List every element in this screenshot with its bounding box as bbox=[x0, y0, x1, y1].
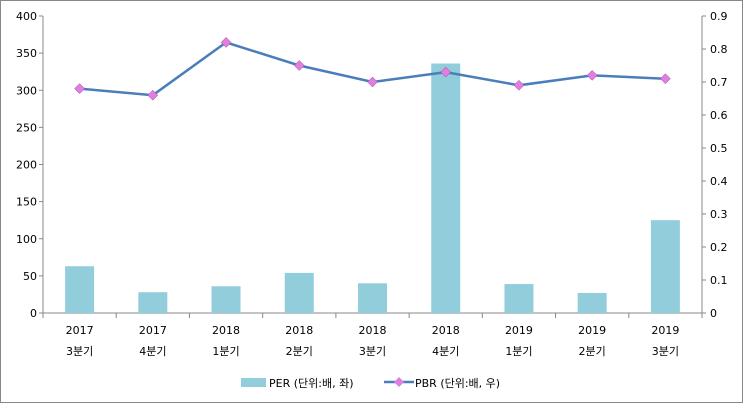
pbr-marker bbox=[586, 70, 598, 81]
per-bar bbox=[211, 286, 241, 313]
x-tick-label-quarter: 2분기 bbox=[579, 345, 606, 358]
right-tick-label: 0.9 bbox=[710, 10, 728, 23]
right-tick-label: 0.3 bbox=[710, 208, 728, 221]
right-tick-label: 0.1 bbox=[710, 274, 728, 287]
right-tick-label: 0.6 bbox=[710, 109, 728, 122]
x-tick-label-quarter: 3분기 bbox=[359, 345, 386, 358]
per-bar bbox=[650, 220, 680, 313]
right-tick-label: 0.2 bbox=[710, 241, 728, 254]
pbr-marker bbox=[513, 79, 525, 91]
per-bar bbox=[431, 63, 461, 313]
per-bar bbox=[358, 283, 387, 313]
pbr-marker bbox=[147, 89, 159, 101]
pbr-marker bbox=[220, 37, 232, 48]
x-tick-label-quarter: 1분기 bbox=[212, 345, 239, 358]
right-tick-label: 0.8 bbox=[710, 43, 728, 56]
left-tick-label: 150 bbox=[16, 196, 37, 209]
x-tick-label-year: 2018 bbox=[285, 324, 313, 337]
left-tick-label: 100 bbox=[16, 233, 37, 246]
left-tick-label: 300 bbox=[16, 84, 37, 97]
x-tick-label-year: 2019 bbox=[505, 324, 533, 337]
right-tick-label: 0.7 bbox=[710, 76, 728, 89]
x-tick-label-year: 2017 bbox=[66, 324, 94, 337]
right-tick-label: 0.4 bbox=[710, 175, 728, 188]
x-tick-label-year: 2018 bbox=[359, 324, 387, 337]
x-tick-label-quarter: 2분기 bbox=[286, 345, 313, 358]
per-bar bbox=[65, 266, 95, 313]
legend-pbr-label: PBR (단위:배, 우) bbox=[415, 377, 500, 390]
left-tick-label: 0 bbox=[30, 307, 37, 320]
legend-pbr-marker bbox=[394, 377, 404, 387]
x-tick-label-year: 2018 bbox=[212, 324, 240, 337]
per-bar bbox=[138, 292, 168, 313]
x-tick-label-year: 2018 bbox=[432, 324, 460, 337]
right-tick-label: 0 bbox=[710, 307, 717, 320]
right-tick-label: 0.5 bbox=[710, 142, 728, 155]
left-tick-label: 350 bbox=[16, 47, 37, 60]
per-bar bbox=[504, 284, 534, 313]
left-tick-label: 400 bbox=[16, 10, 37, 23]
left-tick-label: 50 bbox=[23, 270, 37, 283]
pbr-marker bbox=[660, 73, 671, 85]
x-tick-label-quarter: 4분기 bbox=[139, 345, 166, 358]
x-tick-label-year: 2019 bbox=[578, 324, 606, 337]
left-tick-label: 250 bbox=[16, 121, 37, 134]
x-tick-label-year: 2019 bbox=[651, 324, 679, 337]
pbr-marker bbox=[440, 66, 452, 78]
x-tick-label-quarter: 3분기 bbox=[652, 345, 679, 358]
per-bar bbox=[284, 272, 314, 313]
pbr-marker bbox=[293, 60, 305, 71]
legend-per-swatch bbox=[241, 378, 266, 387]
x-tick-label-quarter: 1분기 bbox=[505, 345, 532, 358]
per-bar bbox=[577, 292, 607, 313]
x-tick-label-quarter: 4분기 bbox=[432, 345, 459, 358]
x-tick-label-year: 2017 bbox=[139, 324, 167, 337]
left-tick-label: 200 bbox=[16, 159, 37, 172]
pbr-marker bbox=[367, 76, 378, 88]
pbr-marker bbox=[74, 83, 85, 94]
legend-per-label: PER (단위:배, 좌) bbox=[269, 377, 354, 390]
x-tick-label-quarter: 3분기 bbox=[66, 345, 93, 358]
